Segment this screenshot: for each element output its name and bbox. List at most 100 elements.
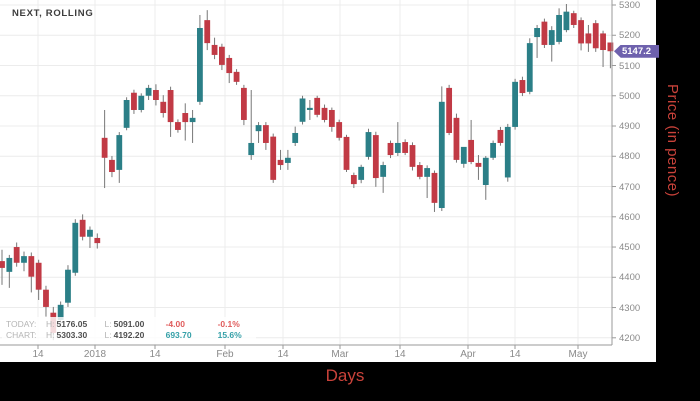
candle-down [79, 219, 86, 237]
candle-down [519, 80, 526, 94]
candle-down [175, 122, 181, 130]
x-tick-label: Mar [331, 349, 349, 360]
candle-down [28, 256, 35, 277]
y-tick-label: 4900 [619, 121, 641, 133]
candle-down [204, 20, 211, 44]
candle-up [563, 11, 570, 31]
candle-up [65, 269, 71, 303]
high-key: H: [46, 330, 55, 340]
candle-down [585, 33, 592, 44]
y-axis-title: Price (in pence) [664, 84, 681, 198]
candle-down [240, 87, 247, 120]
candle-down [167, 90, 174, 123]
candle-up [482, 157, 489, 186]
candle-down [468, 139, 475, 163]
candle-down [219, 46, 225, 65]
candle-down [94, 237, 101, 244]
candle-up [6, 257, 13, 272]
chart-change-pct: 15.6% [217, 330, 242, 340]
candle-down [416, 165, 423, 177]
candle-down [131, 92, 137, 110]
candle-up [490, 142, 497, 158]
y-tick-label: 4700 [619, 181, 641, 193]
candle-down [277, 159, 284, 166]
candle-up [534, 27, 540, 38]
candle-down [35, 262, 42, 290]
low-key: L: [104, 319, 112, 329]
candle-up [248, 142, 255, 156]
candle-down [607, 42, 614, 52]
candle-up [299, 98, 306, 122]
candle-down [262, 125, 269, 143]
candle-up [197, 27, 203, 102]
candle-down [211, 44, 218, 55]
candle-up [72, 222, 79, 273]
candle-down [343, 136, 350, 170]
chart-label: CHART: [6, 330, 37, 340]
last-price-badge: 5147.2 [614, 44, 659, 58]
candle-up [424, 168, 431, 177]
candle-up [255, 125, 262, 132]
y-tick-label: 5200 [619, 30, 641, 42]
candle-down [402, 142, 409, 153]
candle-up [87, 229, 93, 237]
candle-up [116, 135, 123, 170]
today-high-value: 5176.05 [56, 319, 88, 329]
candle-up [526, 43, 533, 92]
candle-up [548, 30, 555, 45]
chart-high-value: 5303.30 [56, 330, 88, 340]
high-key: H: [46, 319, 55, 329]
candle-down [336, 122, 343, 138]
candle-down [233, 71, 240, 82]
candlestick-chart[interactable] [0, 0, 656, 362]
candle-down [453, 117, 460, 160]
candle-down [153, 90, 159, 100]
candle-up [21, 256, 27, 263]
candle-down [409, 145, 416, 167]
candle-down [101, 137, 108, 158]
candle-down [600, 33, 606, 51]
candle-down [372, 135, 379, 179]
candle-down [0, 261, 5, 268]
y-tick-label: 4400 [619, 272, 641, 284]
today-change-pct: -0.1% [217, 319, 240, 329]
candle-up [306, 107, 313, 110]
candle-down [314, 97, 321, 115]
candle-down [578, 20, 584, 44]
chart-title: NEXT, ROLLING [12, 8, 94, 19]
candle-up [145, 87, 152, 96]
candle-up [358, 166, 365, 180]
chart-low-value: 4192.20 [113, 330, 145, 340]
candle-up [189, 117, 196, 123]
candle-down [182, 113, 189, 123]
x-tick-label: 14 [277, 349, 289, 360]
candle-down [350, 175, 357, 185]
x-tick-label: 14 [149, 349, 161, 360]
candle-down [226, 57, 233, 74]
candle-down [43, 289, 49, 307]
candle-up [556, 14, 562, 42]
candle-up [380, 165, 387, 177]
candle-down [328, 109, 335, 127]
today-change-value: -4.00 [165, 319, 185, 329]
candle-down [570, 13, 577, 25]
candle-down [387, 142, 394, 156]
y-tick-label: 4500 [619, 242, 641, 254]
y-tick-label: 5300 [619, 0, 641, 11]
chart-change-value: 693.70 [165, 330, 192, 340]
y-tick-label: 4800 [619, 151, 641, 163]
candle-up [57, 304, 64, 320]
x-tick-label: 14 [32, 349, 44, 360]
x-tick-label: Feb [216, 349, 234, 360]
candle-down [160, 101, 167, 114]
candle-up [365, 132, 372, 157]
y-tick-label: 4300 [619, 302, 641, 314]
candle-up [123, 99, 130, 128]
candle-down [541, 21, 548, 45]
candle-down [109, 159, 115, 173]
candle-down [270, 136, 277, 180]
candle-down [475, 162, 482, 167]
candle-up [504, 126, 511, 178]
stats-legend: TODAY: H: 5176.05 L: 5091.00 -4.00 -0.1% CHART… [2, 317, 256, 344]
candle-down [431, 172, 438, 203]
